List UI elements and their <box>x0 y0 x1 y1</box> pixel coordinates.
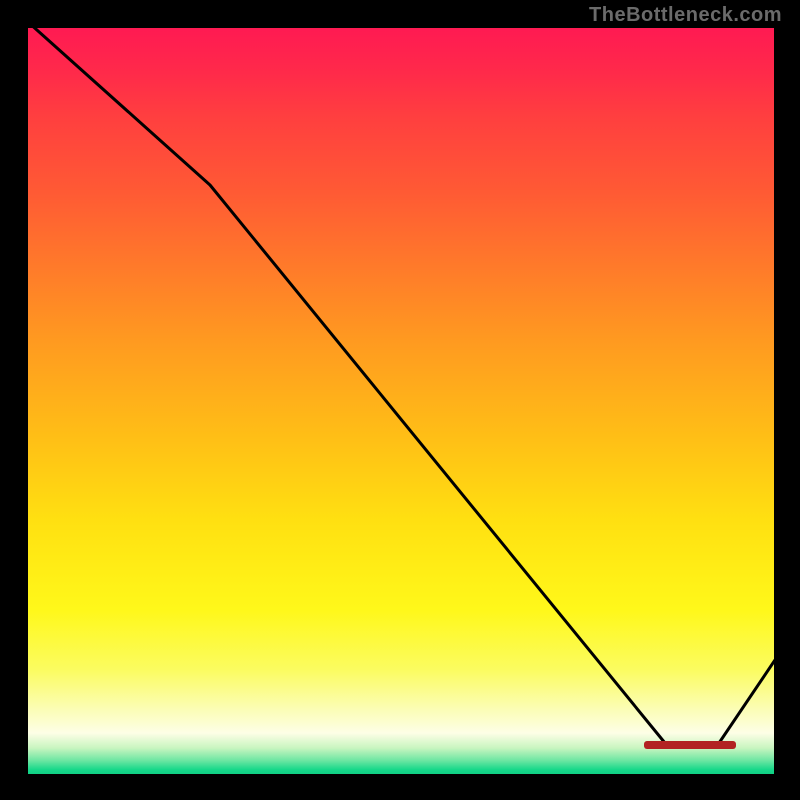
bottleneck-chart: TheBottleneck.com <box>0 0 800 800</box>
plot-area <box>28 28 774 774</box>
watermark-text: TheBottleneck.com <box>589 4 782 27</box>
optimal-point-marker <box>28 28 774 774</box>
